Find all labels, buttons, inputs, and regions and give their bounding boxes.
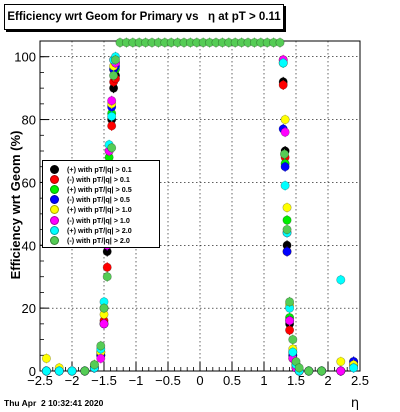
legend-label: (-) with pT/|q| > 0.1 (67, 174, 130, 184)
legend-entry: (+) with pT/|q| > 1.0 (47, 205, 159, 215)
data-point (280, 181, 290, 191)
data-point (279, 149, 289, 159)
legend-entry: (-) with pT/|q| > 2.0 (47, 235, 159, 245)
data-point (109, 71, 119, 81)
x-tick-label: −1.5 (91, 373, 117, 388)
data-point (294, 363, 304, 373)
data-point (99, 319, 109, 329)
x-tick-label: 0 (196, 373, 203, 388)
data-point (278, 58, 288, 68)
x-tick-label: 1.5 (287, 373, 305, 388)
data-point (89, 360, 99, 370)
data-point (275, 38, 285, 48)
y-tick-label: 100 (14, 50, 36, 65)
data-point (107, 111, 117, 121)
x-tick-label: 1 (260, 373, 267, 388)
y-tick-label: 80 (22, 113, 36, 128)
legend-label: (-) with pT/|q| > 2.0 (67, 235, 130, 245)
data-point (96, 341, 106, 351)
legend: (+) with pT/|q| > 0.1 (-) with pT/|q| > 0… (42, 160, 160, 248)
y-tick-label: 40 (22, 238, 36, 253)
legend-marker (50, 174, 59, 184)
legend-entry: (+) with pT/|q| > 0.5 (47, 184, 159, 194)
legend-label: (+) with pT/|q| > 0.5 (67, 184, 132, 194)
data-point (280, 127, 290, 137)
legend-marker (50, 164, 59, 174)
y-tick-label: 0 (29, 364, 36, 379)
data-point (285, 325, 295, 335)
data-point (278, 80, 288, 90)
legend-entry: (+) with pT/|q| > 2.0 (47, 225, 159, 235)
data-point (282, 203, 292, 213)
data-point (96, 353, 106, 363)
data-point (317, 366, 327, 376)
legend-marker (50, 205, 59, 215)
y-tick-label: 20 (22, 301, 36, 316)
data-point (288, 335, 298, 345)
legend-label: (+) with pT/|q| > 0.1 (67, 164, 132, 174)
x-tick-label: −1 (129, 373, 144, 388)
data-point (288, 347, 298, 357)
legend-entry: (-) with pT/|q| > 1.0 (47, 215, 159, 225)
data-point (282, 215, 292, 225)
legend-label: (+) with pT/|q| > 1.0 (67, 205, 132, 215)
x-tick-label: −2.5 (27, 373, 53, 388)
data-point (304, 366, 314, 376)
data-point (285, 297, 295, 307)
data-point (80, 366, 90, 376)
data-point (280, 162, 290, 172)
data-point (282, 225, 292, 235)
y-axis-label: Efficiency wrt Geom (%) (8, 131, 23, 280)
x-tick-label: −0.5 (155, 373, 181, 388)
legend-entry: (-) with pT/|q| > 0.5 (47, 195, 159, 205)
data-point (54, 366, 64, 376)
y-tick-label: 60 (22, 175, 36, 190)
legend-entry: (+) with pT/|q| > 0.1 (47, 164, 159, 174)
data-point (102, 272, 112, 282)
data-point (336, 366, 346, 376)
data-point (336, 357, 346, 367)
data-point (41, 366, 51, 376)
legend-marker (50, 184, 59, 194)
x-tick-label: −2 (65, 373, 80, 388)
data-point (67, 366, 77, 376)
x-tick-label: 2.5 (351, 373, 369, 388)
chart-title: Efficiency wrt Geom for Primary vs η at … (4, 4, 284, 30)
legend-label: (-) with pT/|q| > 1.0 (67, 215, 130, 225)
x-tick-label: 2 (324, 373, 331, 388)
data-point (107, 121, 117, 131)
x-tick-label: 0.5 (223, 373, 241, 388)
axis-ticks: −2.5 −2 −1.5 −1 −0.5 0 0.5 1 1.5 2 2.5 0 20 40 60 80 100 (14, 50, 369, 388)
data-point (107, 96, 117, 106)
data-point (102, 262, 112, 272)
data-point (349, 363, 359, 373)
series-group (80, 37, 327, 376)
legend-entry: (-) with pT/|q| > 0.1 (47, 174, 159, 184)
data-point (282, 247, 292, 257)
legend-label: (+) with pT/|q| > 2.0 (67, 225, 132, 235)
timestamp: Thu Apr 2 10:32:41 2020 (4, 398, 104, 408)
data-point (41, 353, 51, 363)
legend-marker (50, 195, 59, 205)
data-markers (41, 37, 359, 376)
data-point (111, 55, 121, 65)
data-point (336, 275, 346, 285)
data-point (285, 316, 295, 326)
data-point (99, 303, 109, 313)
legend-marker (50, 225, 59, 235)
legend-label: (-) with pT/|q| > 0.5 (67, 195, 130, 205)
legend-marker (50, 215, 59, 225)
data-point (107, 143, 117, 153)
data-point (280, 115, 290, 125)
x-axis-label: η (351, 396, 359, 411)
legend-marker (50, 235, 59, 245)
